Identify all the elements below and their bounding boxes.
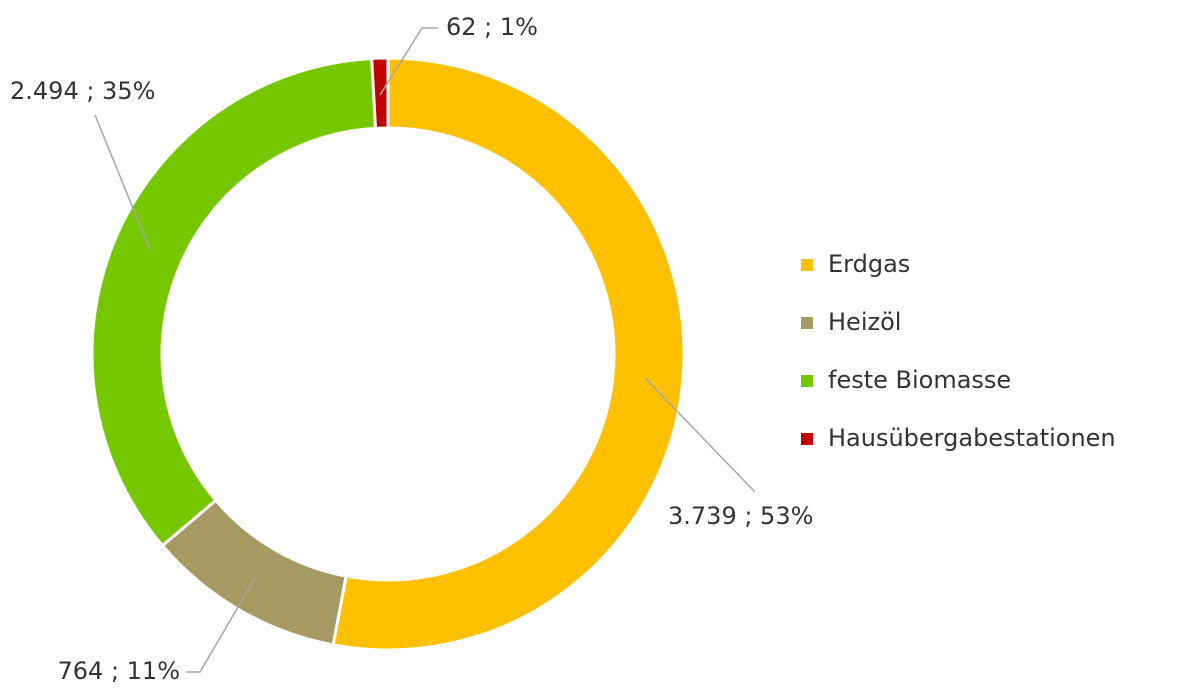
data-label: 764 ; 11%: [58, 657, 181, 685]
donut-segment: [331, 56, 686, 652]
donut-segment: [370, 56, 390, 130]
leader-line: [94, 114, 151, 251]
legend-label: Heizöl: [828, 308, 901, 336]
legend-swatch: [801, 375, 813, 387]
donut-segment: [90, 56, 378, 548]
legend-swatch: [801, 433, 813, 445]
legend-label: Erdgas: [828, 250, 910, 278]
legend-swatch: [801, 259, 813, 271]
legend-label: Hausübergabestationen: [828, 424, 1116, 452]
leader-line: [379, 27, 438, 96]
data-label: 62 ; 1%: [446, 13, 538, 41]
leader-line: [644, 377, 756, 493]
legend-swatch: [801, 317, 813, 329]
data-label: 3.739 ; 53%: [668, 502, 813, 530]
data-label: 2.494 ; 35%: [10, 77, 155, 105]
leader-line: [186, 577, 256, 673]
legend-label: feste Biomasse: [828, 366, 1011, 394]
